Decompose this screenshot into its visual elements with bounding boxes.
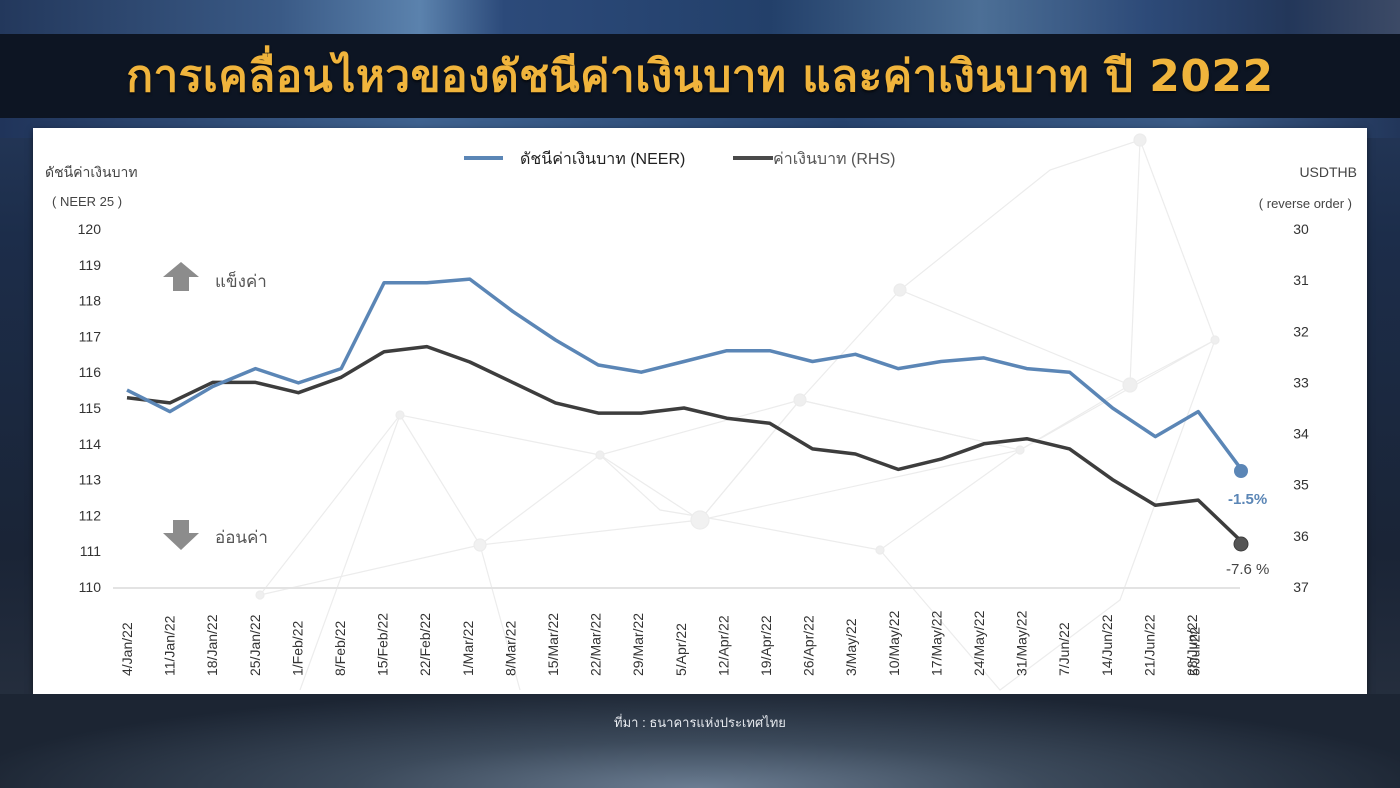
x-tick-label: 4/Jan/22 bbox=[119, 622, 135, 676]
x-tick-label: 8/Mar/22 bbox=[502, 621, 518, 676]
y-left-subtitle: ( NEER 25 ) bbox=[52, 194, 122, 209]
line-chart: ดัชนีค่าเงินบาท ( NEER 25 ) 120 119 118 117… bbox=[45, 133, 1357, 691]
x-tick-label: 15/Mar/22 bbox=[545, 613, 561, 676]
x-tick-label: 18/Jan/22 bbox=[204, 614, 220, 676]
x-tick-label: 17/May/22 bbox=[928, 610, 944, 676]
y-right-tick: 34 bbox=[1293, 426, 1309, 442]
source-note: ที่มา : ธนาคารแห่งประเทศไทย bbox=[614, 715, 786, 730]
appreciate-annotation: แข็งค่า bbox=[163, 262, 267, 291]
y-right-tick: 32 bbox=[1293, 323, 1309, 339]
y-right-tick: 33 bbox=[1293, 374, 1309, 390]
x-tick-label: 5/Jul/22 bbox=[1187, 627, 1203, 676]
x-tick-label: 26/Apr/22 bbox=[801, 615, 817, 676]
legend: ดัชนีค่าเงินบาท (NEER) bbox=[464, 150, 685, 168]
arrow-up-icon bbox=[163, 262, 199, 291]
x-tick-label: 5/Apr/22 bbox=[673, 623, 689, 676]
page-title: การเคลื่อนไหวของดัชนีค่าเงินบาท และค่าเง… bbox=[126, 51, 1274, 102]
legend-neer-label: ดัชนีค่าเงินบาท (NEER) bbox=[520, 150, 685, 168]
depreciate-annotation: อ่อนค่า bbox=[163, 520, 268, 550]
x-tick-label: 22/Mar/22 bbox=[588, 613, 604, 676]
usdthb-change-label: -7.6 % bbox=[1226, 561, 1269, 578]
y-left-tick: 113 bbox=[79, 472, 102, 488]
usdthb-end-marker bbox=[1233, 536, 1249, 552]
x-tick-label: 28/Jun/22 bbox=[1184, 614, 1200, 676]
y-left-tick: 118 bbox=[79, 293, 102, 309]
x-tick-label: 8/Feb/22 bbox=[332, 621, 348, 676]
x-tick-label: 29/Mar/22 bbox=[630, 613, 646, 676]
x-tick-label: 1/Mar/22 bbox=[460, 621, 476, 676]
y-right-subtitle: ( reverse order ) bbox=[1259, 196, 1352, 211]
chart-card: ดัชนีค่าเงินบาท ( NEER 25 ) 120 119 118 117… bbox=[33, 128, 1367, 694]
background-network-pattern bbox=[255, 133, 1220, 691]
y-right-title: USDTHB bbox=[1299, 164, 1357, 180]
x-tick-label: 12/Apr/22 bbox=[715, 615, 731, 676]
x-tick-label: 25/Jan/22 bbox=[247, 614, 263, 676]
y-right-ticks: 30 31 32 33 34 35 36 37 bbox=[1293, 221, 1309, 595]
y-right-tick: 36 bbox=[1293, 528, 1309, 544]
x-tick-label: 3/May/22 bbox=[843, 618, 859, 676]
x-tick-label: 24/May/22 bbox=[971, 610, 987, 676]
neer-change-label: -1.5% bbox=[1228, 491, 1267, 508]
appreciate-label: แข็งค่า bbox=[215, 270, 267, 291]
x-tick-label: 19/Apr/22 bbox=[758, 615, 774, 676]
neer-line bbox=[126, 277, 1243, 470]
usdthb-line bbox=[126, 344, 1243, 543]
y-left-tick: 112 bbox=[79, 507, 102, 523]
y-left-tick: 116 bbox=[79, 364, 102, 380]
x-tick-label: 21/Jun/22 bbox=[1141, 614, 1157, 676]
title-bar: การเคลื่อนไหวของดัชนีค่าเงินบาท และค่าเง… bbox=[0, 34, 1400, 118]
legend-usdthb: ค่าเงินบาท (RHS) bbox=[733, 151, 895, 168]
x-tick-label: 7/Jun/22 bbox=[1056, 622, 1072, 676]
x-tick-label: 1/Feb/22 bbox=[289, 621, 305, 676]
x-tick-label: 10/May/22 bbox=[886, 610, 902, 676]
x-tick-label: 15/Feb/22 bbox=[375, 613, 391, 676]
y-left-tick: 111 bbox=[80, 543, 101, 559]
neer-end-marker bbox=[1234, 464, 1248, 478]
depreciate-label: อ่อนค่า bbox=[215, 528, 268, 547]
x-tick-label: 14/Jun/22 bbox=[1099, 614, 1115, 676]
x-tick-label: 31/May/22 bbox=[1014, 610, 1030, 676]
y-left-tick: 115 bbox=[79, 400, 102, 416]
y-left-tick: 120 bbox=[78, 221, 102, 237]
y-right-tick: 31 bbox=[1293, 272, 1309, 288]
y-left-title: ดัชนีค่าเงินบาท bbox=[45, 164, 138, 180]
y-left-tick: 117 bbox=[79, 328, 102, 344]
background-bottom bbox=[0, 694, 1400, 788]
legend-usdthb-label: ค่าเงินบาท (RHS) bbox=[773, 151, 895, 168]
x-axis-ticks: 4/Jan/22 11/Jan/22 18/Jan/22 25/Jan/22 1/Feb… bbox=[119, 610, 1203, 676]
arrow-down-icon bbox=[163, 520, 199, 550]
y-left-ticks: 120 119 118 117 116 115 114 113 112 111 110 bbox=[78, 221, 102, 595]
y-left-tick: 110 bbox=[79, 579, 102, 595]
y-left-tick: 114 bbox=[79, 436, 102, 452]
y-right-tick: 30 bbox=[1293, 221, 1309, 237]
y-right-tick: 37 bbox=[1293, 579, 1309, 595]
background-top bbox=[0, 0, 1400, 34]
x-tick-label: 11/Jan/22 bbox=[162, 615, 178, 676]
x-tick-label: 22/Feb/22 bbox=[417, 613, 433, 676]
y-left-tick: 119 bbox=[79, 257, 102, 273]
y-right-tick: 35 bbox=[1293, 477, 1309, 493]
